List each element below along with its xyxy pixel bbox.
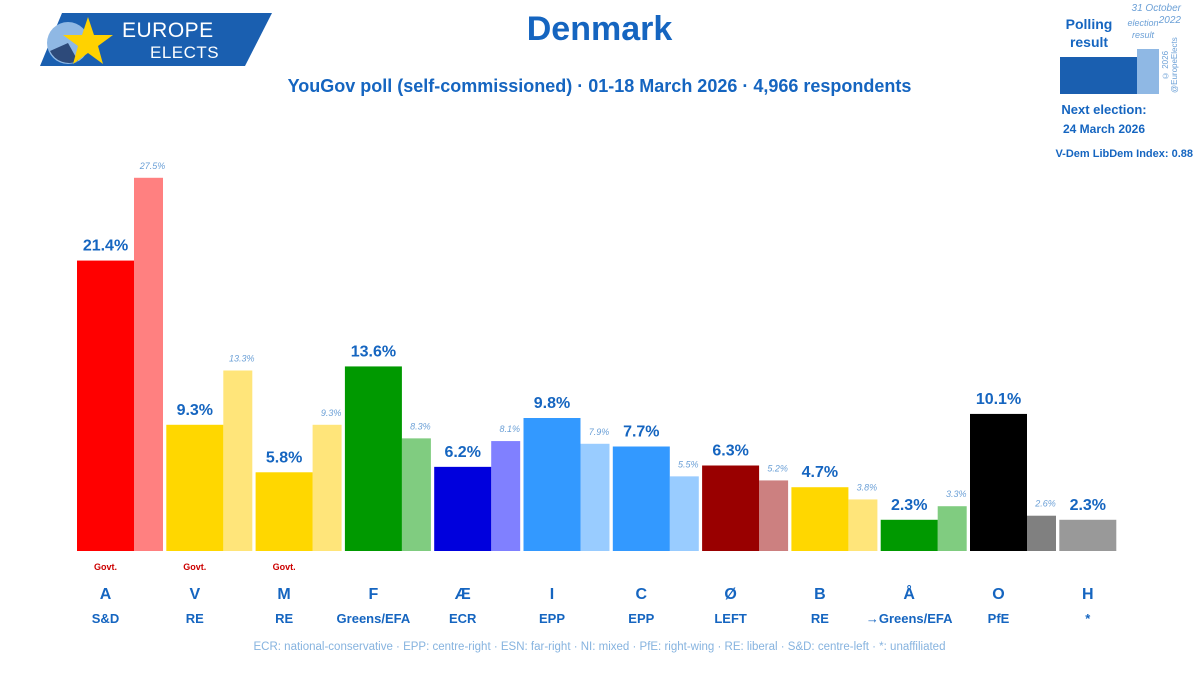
data-label-polling-result-3: 13.6% — [351, 343, 396, 360]
govt-marker-2: Govt. — [273, 562, 296, 572]
group-label-9: →Greens/EFA — [866, 611, 953, 626]
data-label-polling-result-9: 2.3% — [891, 497, 927, 514]
bar-previous-0 — [134, 177, 163, 551]
logo-text-line2: ELECTS — [150, 43, 220, 62]
group-label-5: EPP — [539, 611, 565, 626]
group-label-0: S&D — [92, 611, 119, 626]
group-label-3: Greens/EFA — [337, 611, 411, 626]
group-label-11: * — [1085, 611, 1091, 626]
next-election-label: Next election: — [1061, 102, 1147, 117]
data-label-polling-result-5: 9.8% — [534, 395, 570, 412]
group-label-1: RE — [186, 611, 204, 626]
data-label-previous-6: 5.5% — [678, 459, 699, 469]
bar-previous-9 — [937, 506, 967, 551]
data-label-polling-result-2: 5.8% — [266, 449, 302, 466]
data-label-previous-10: 2.6% — [1034, 499, 1056, 509]
bar-polling-result-1 — [166, 424, 224, 551]
data-label-previous-9: 3.3% — [946, 489, 967, 499]
group-label-10: PfE — [988, 611, 1010, 626]
bar-previous-2 — [312, 424, 342, 551]
data-label-polling-result-0: 21.4% — [83, 238, 128, 255]
tick-label-10: O — [992, 586, 1004, 603]
logo-text-line1: EUROPE — [122, 19, 214, 42]
data-label-polling-result-10: 10.1% — [976, 391, 1021, 408]
star-icon — [63, 17, 113, 64]
data-label-polling-result-4: 6.2% — [444, 444, 480, 461]
group-label-7: LEFT — [714, 611, 747, 626]
chart-subtitle: YouGov poll (self-commissioned) · 01-18 … — [287, 76, 912, 96]
tick-label-7: Ø — [724, 586, 736, 603]
bar-previous-10 — [1027, 515, 1056, 551]
bar-polling-result-9 — [880, 519, 938, 551]
data-label-previous-3: 8.3% — [410, 421, 431, 431]
vdem-index: V-Dem LibDem Index: 0.88 — [1055, 148, 1193, 160]
bar-polling-result-11 — [1059, 519, 1117, 551]
legend-election-label: election result — [1127, 18, 1159, 40]
bar-polling-result-5 — [523, 418, 581, 551]
group-label-8: RE — [811, 611, 829, 626]
bar-previous-8 — [848, 499, 878, 551]
copyright-text: © 2026 @EuropeElects — [1161, 37, 1179, 93]
tick-label-9: Å — [903, 584, 915, 603]
data-label-polling-result-11: 2.3% — [1070, 497, 1106, 514]
group-label-4: ECR — [449, 611, 477, 626]
bar-polling-result-4 — [434, 466, 492, 551]
data-label-previous-8: 3.8% — [857, 482, 878, 492]
data-label-previous-7: 5.2% — [767, 463, 788, 473]
footnote: ECR: national-conservative · EPP: centre… — [253, 641, 946, 653]
data-label-previous-4: 8.1% — [499, 424, 520, 434]
bar-polling-result-0 — [77, 260, 134, 551]
data-label-polling-result-8: 4.7% — [802, 464, 838, 481]
bar-previous-4 — [491, 441, 521, 551]
bar-polling-result-10 — [970, 413, 1027, 551]
bar-previous-6 — [669, 476, 699, 551]
tick-label-4: Æ — [455, 586, 471, 603]
legend-poll-swatch — [1060, 57, 1137, 94]
bar-polling-result-7 — [702, 465, 760, 551]
data-label-previous-1: 13.3% — [229, 354, 255, 364]
tick-label-3: F — [369, 586, 379, 603]
tick-label-11: H — [1082, 586, 1094, 603]
legend-election-swatch — [1137, 49, 1159, 94]
tick-label-1: V — [189, 586, 200, 603]
bar-chart: 27.5% 21.4% Govt. A S&D 13.3% 9.3% Govt. V RE 9.3%… — [77, 161, 1117, 626]
tick-label-5: I — [550, 586, 554, 603]
bar-previous-7 — [759, 480, 789, 551]
bar-previous-1 — [223, 370, 253, 551]
govt-marker-1: Govt. — [183, 562, 206, 572]
legend: 31 October 2022 election result Polling … — [1045, 0, 1195, 170]
data-label-polling-result-6: 7.7% — [623, 424, 659, 441]
bar-polling-result-2 — [255, 472, 313, 551]
chart-title: Denmark — [526, 10, 673, 48]
govt-marker-0: Govt. — [94, 562, 117, 572]
tick-label-8: B — [814, 586, 826, 603]
data-label-previous-0: 27.5% — [139, 161, 166, 171]
next-election-date: 24 March 2026 — [1062, 122, 1146, 136]
logo-banner — [40, 13, 272, 66]
data-label-previous-2: 9.3% — [321, 408, 342, 418]
bar-polling-result-3 — [344, 366, 402, 551]
bar-polling-result-8 — [791, 487, 849, 551]
group-label-6: EPP — [628, 611, 654, 626]
tick-label-6: C — [636, 586, 648, 603]
europe-elects-logo: EUROPE ELECTS — [40, 13, 272, 66]
bar-previous-3 — [401, 438, 431, 551]
data-label-polling-result-7: 6.3% — [712, 443, 748, 460]
data-label-polling-result-1: 9.3% — [177, 402, 213, 419]
legend-polling-label: Polling result — [1065, 16, 1113, 50]
bar-previous-5 — [580, 443, 610, 551]
tick-label-2: M — [277, 586, 290, 603]
bar-polling-result-6 — [612, 446, 670, 551]
data-label-previous-5: 7.9% — [589, 427, 610, 437]
tick-label-0: A — [100, 586, 112, 603]
group-label-2: RE — [275, 611, 293, 626]
legend-election-date: 31 October 2022 — [1131, 3, 1181, 26]
